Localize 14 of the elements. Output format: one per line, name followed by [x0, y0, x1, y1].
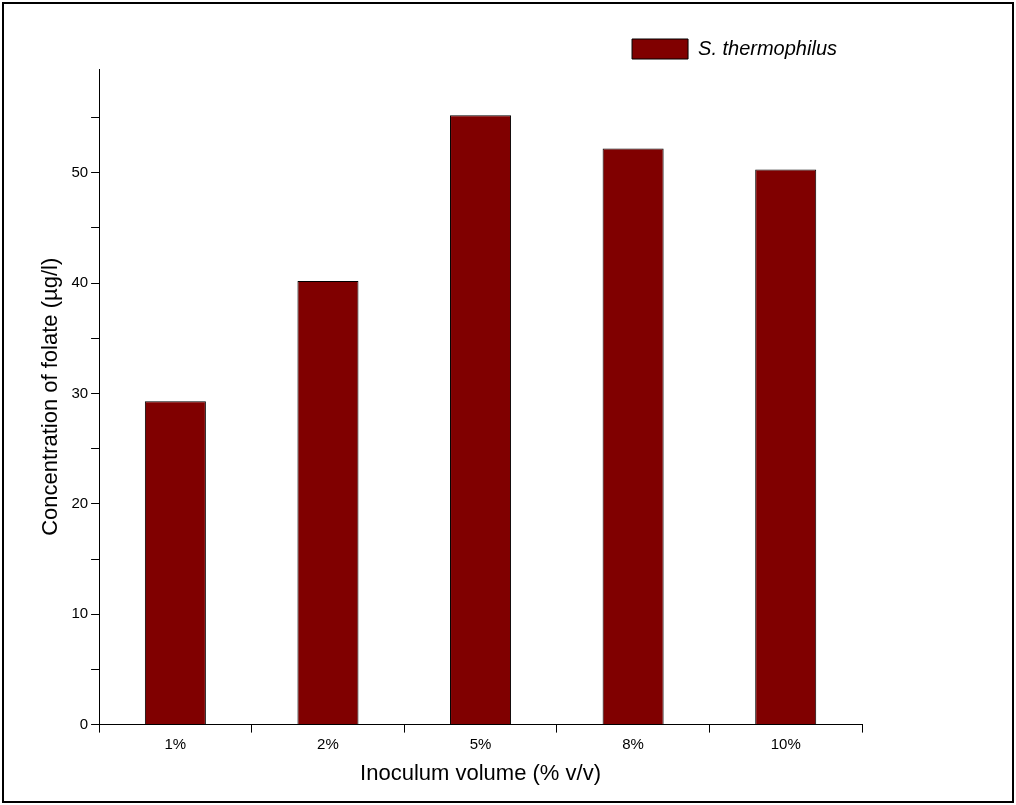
legend-label: S. thermophilus	[698, 36, 838, 59]
y-tick-label: 20	[71, 494, 89, 511]
y-tick-label: 0	[79, 714, 89, 732]
x-tick-label: 2%	[317, 734, 339, 752]
x-tick-label: 5%	[469, 734, 492, 752]
y-tick-label: 50	[71, 162, 89, 180]
x-tick-label: 8%	[622, 734, 644, 752]
y-axis-title: Concentration of folate (µg/l)	[37, 257, 63, 536]
x-tick-label: 1%	[164, 734, 187, 752]
x-axis-title: Inoculum volume (% v/v)	[360, 759, 601, 785]
y-tick-label: 40	[71, 273, 89, 291]
y-tick-label: 30	[71, 383, 89, 401]
y-tick-label: 10	[71, 604, 89, 622]
x-tick-label: 10%	[770, 734, 801, 752]
